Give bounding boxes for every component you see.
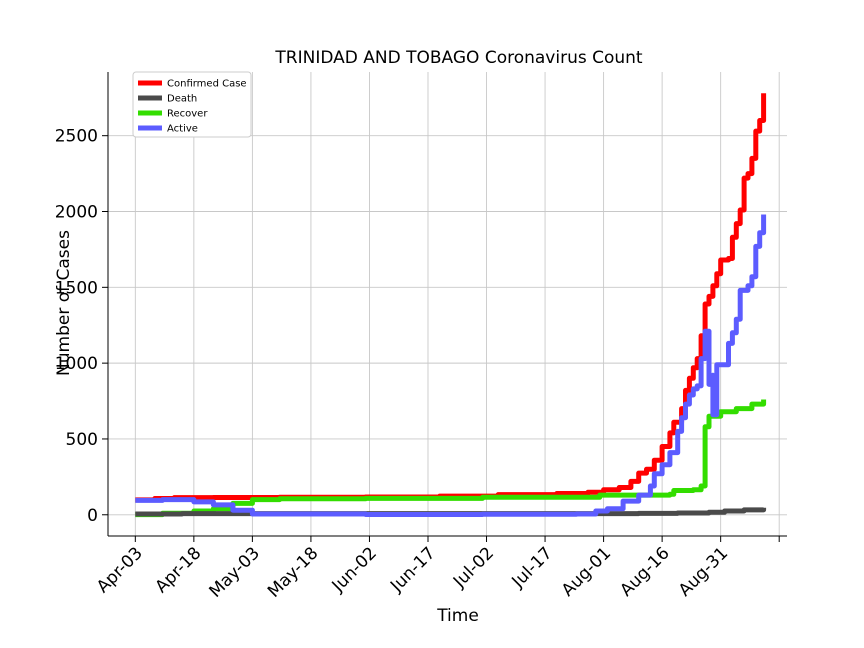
legend-label-recover: Recover [167,109,208,120]
series-line-death [135,507,767,517]
axes [107,72,787,537]
x-tick-label: Aug-16 [616,543,673,600]
x-axis-ticks: Apr-03 Apr-18 May-03 May-18 Jun-02 Jun-17 Jul-… [93,536,780,602]
x-tick-label: Jun-02 [328,543,381,596]
series-line-active [135,214,767,517]
y-tick-label: 0 [87,506,98,526]
series-line-recover [135,399,767,518]
x-tick-label: Jul-02 [449,543,498,592]
y-axis-label: Number of Cases [54,230,74,376]
y-tick-label: 2500 [55,127,98,147]
y-tick-label: 2000 [55,203,98,223]
x-tick-label: Jun-17 [386,543,439,596]
y-tick-label: 500 [66,430,98,450]
x-tick-label: Apr-03 [93,543,147,597]
legend-label-active: Active [167,124,198,135]
grid [108,72,787,536]
legend-label-death: Death [167,94,197,105]
series-lines [135,93,767,518]
x-tick-label: May-03 [205,543,263,601]
legend: Confirmed Case Death Recover Active [132,71,252,138]
x-tick-label: May-18 [264,543,322,601]
y-axis-ticks: 0 500 1000 1500 2000 2500 [55,127,108,526]
chart-title: TRINIDAD AND TOBAGO Coronavirus Count [274,48,643,68]
y-tick-label: 1500 [55,278,98,298]
legend-label-confirmed-case: Confirmed Case [167,79,247,90]
x-tick-label: Apr-18 [152,543,206,597]
x-axis-label: Time [436,606,479,626]
x-tick-label: Aug-31 [675,543,732,600]
legend-frame [132,71,252,138]
x-tick-label: Jul-17 [508,543,557,592]
x-tick-label: Aug-01 [558,543,615,600]
y-tick-label: 1000 [55,354,98,374]
